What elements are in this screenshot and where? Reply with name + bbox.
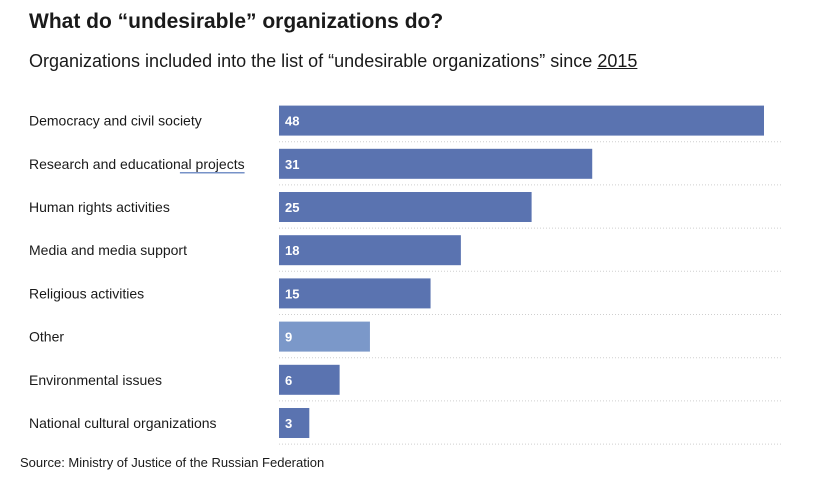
category-label: Democracy and civil society bbox=[29, 113, 202, 129]
data-label: 3 bbox=[285, 416, 292, 431]
chart-subtitle: Organizations included into the list of … bbox=[29, 51, 637, 72]
source-note: Source: Ministry of Justice of the Russi… bbox=[20, 455, 325, 470]
data-label: 25 bbox=[285, 200, 299, 215]
category-label: Research and educational projects bbox=[29, 156, 245, 172]
bar[interactable] bbox=[279, 105, 764, 136]
bar[interactable] bbox=[279, 321, 370, 352]
bar[interactable] bbox=[279, 408, 310, 438]
data-label: 9 bbox=[285, 330, 292, 345]
category-label: National cultural organizations bbox=[29, 415, 217, 431]
category-label: Media and media support bbox=[29, 242, 187, 258]
bar[interactable] bbox=[279, 364, 340, 395]
bar-chart: Democracy and civil society 48 Research an… bbox=[29, 105, 783, 445]
bar[interactable] bbox=[279, 148, 593, 179]
data-label: 15 bbox=[285, 286, 299, 301]
category-label: Other bbox=[29, 329, 64, 345]
data-label: 18 bbox=[285, 243, 299, 258]
data-label: 6 bbox=[285, 373, 292, 388]
category-label: Human rights activities bbox=[29, 199, 170, 215]
bar[interactable] bbox=[279, 192, 532, 222]
bar[interactable] bbox=[279, 235, 461, 266]
category-label: Religious activities bbox=[29, 285, 144, 301]
bar[interactable] bbox=[279, 278, 431, 309]
category-label: Environmental issues bbox=[29, 372, 162, 388]
subtitle-year-link[interactable]: 2015 bbox=[597, 51, 638, 71]
chart-title: What do “undesirable” organizations do? bbox=[29, 10, 444, 33]
data-label: 31 bbox=[285, 157, 299, 172]
data-label: 48 bbox=[285, 114, 299, 129]
subtitle-text: Organizations included into the list of … bbox=[29, 51, 598, 71]
